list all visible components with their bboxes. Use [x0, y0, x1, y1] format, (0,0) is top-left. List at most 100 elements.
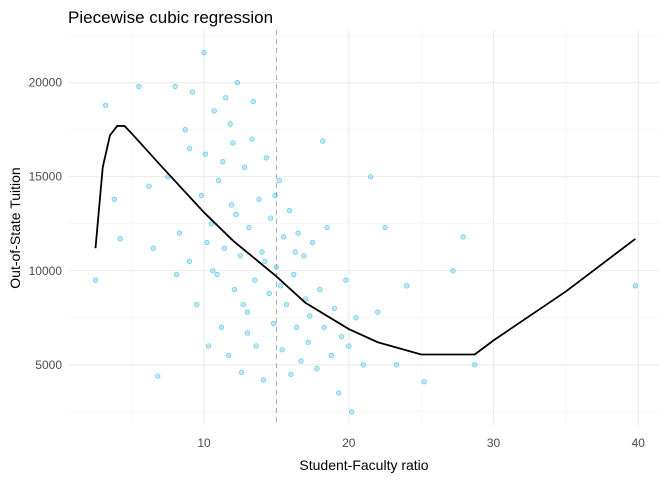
data-point: [367, 174, 374, 180]
data-point: [283, 301, 290, 308]
data-point: [249, 136, 255, 142]
data-point: [267, 215, 274, 221]
data-point: [186, 145, 193, 152]
data-point: [228, 202, 235, 208]
data-point: [314, 365, 320, 372]
data-point: [298, 358, 304, 364]
data-point: [244, 330, 251, 336]
data-point: [346, 343, 352, 349]
data-point: [240, 301, 246, 308]
data-point: [288, 371, 294, 377]
data-point: [220, 159, 226, 165]
data-point: [460, 234, 466, 240]
data-point: [172, 83, 178, 90]
data-point: [324, 224, 330, 231]
data-point: [320, 138, 326, 144]
data-point: [201, 49, 207, 56]
data-point: [328, 352, 335, 359]
data-point: [382, 224, 388, 231]
data-point: [146, 183, 152, 189]
data-point: [309, 239, 316, 246]
data-point: [273, 264, 280, 270]
y-tick-label: 10000: [29, 264, 63, 278]
data-point: [302, 296, 309, 302]
x-axis-label: Student-Faculty ratio: [299, 457, 428, 473]
data-point: [136, 83, 142, 90]
data-point: [111, 196, 117, 202]
data-point: [227, 121, 233, 127]
data-point: [173, 271, 180, 278]
chart-title: Piecewise cubic regression: [68, 8, 273, 27]
data-point: [92, 277, 99, 283]
data-point: [256, 196, 262, 202]
data-point: [272, 192, 278, 199]
data-point: [278, 283, 284, 289]
data-point: [286, 207, 293, 214]
data-point: [234, 80, 240, 86]
data-point: [266, 290, 272, 296]
data-point: [182, 127, 188, 133]
data-point: [239, 369, 245, 375]
data-point: [259, 249, 265, 255]
data-point: [189, 89, 196, 95]
data-point: [281, 234, 287, 240]
data-point: [262, 258, 268, 265]
data-point: [226, 352, 232, 359]
data-point: [246, 224, 252, 231]
data-point: [292, 249, 298, 255]
data-point: [632, 283, 639, 289]
data-point: [211, 108, 217, 114]
data-point: [214, 271, 220, 278]
fit-line: [94, 125, 636, 356]
y-tick-label: 20000: [29, 76, 63, 90]
data-point: [349, 409, 355, 415]
data-point: [208, 221, 214, 227]
y-axis-label: Out-of-State Tuition: [7, 167, 23, 288]
data-point: [221, 245, 227, 251]
y-tick-label: 5000: [35, 358, 62, 372]
data-point: [279, 347, 285, 353]
data-point: [205, 343, 212, 349]
data-point: [295, 230, 301, 236]
data-point: [210, 268, 216, 274]
data-point: [305, 339, 311, 345]
data-point: [250, 98, 256, 105]
data-point: [450, 268, 456, 274]
data-point: [230, 140, 236, 146]
data-point: [321, 324, 327, 330]
data-point: [150, 245, 157, 251]
data-point: [186, 258, 193, 265]
data-point: [270, 320, 277, 327]
data-point: [294, 324, 300, 330]
data-point: [237, 253, 243, 259]
data-point: [291, 271, 297, 278]
data-point: [375, 309, 381, 315]
data-point: [204, 239, 210, 246]
data-point: [215, 177, 222, 184]
data-point: [194, 301, 200, 308]
data-point: [176, 230, 183, 236]
data-point: [276, 177, 282, 184]
data-point: [253, 343, 259, 349]
data-point: [360, 362, 366, 368]
data-point: [231, 286, 238, 293]
data-point: [421, 379, 427, 385]
data-point: [241, 164, 248, 170]
data-point: [263, 155, 269, 161]
data-point: [233, 211, 239, 217]
data-point: [338, 333, 345, 340]
data-point: [336, 390, 342, 396]
data-point: [331, 305, 337, 312]
data-point: [202, 151, 209, 157]
data-point: [353, 315, 359, 321]
x-tick-label: 10: [197, 436, 211, 450]
data-point: [472, 362, 478, 368]
data-point: [307, 313, 313, 319]
data-point: [117, 236, 123, 242]
data-point: [343, 277, 349, 283]
data-point: [198, 192, 204, 199]
data-point: [252, 277, 258, 283]
x-tick-label: 30: [487, 436, 501, 450]
data-point: [244, 309, 251, 315]
